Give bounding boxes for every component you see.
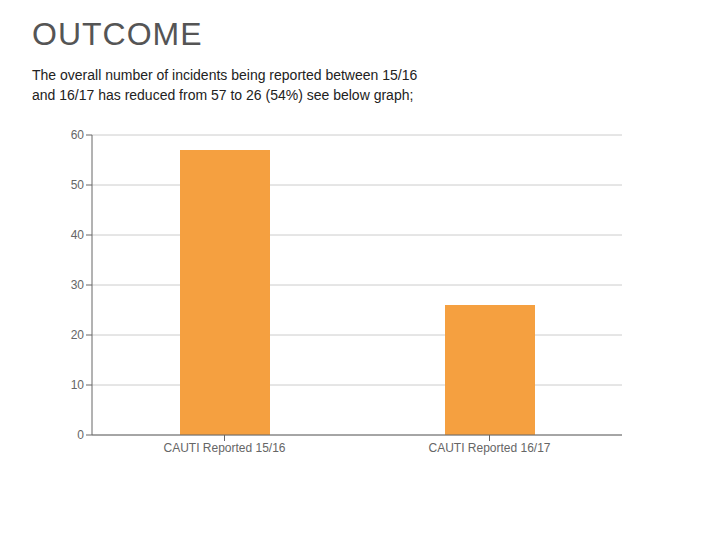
svg-text:0: 0 bbox=[77, 428, 84, 442]
svg-text:CAUTI Reported 15/16: CAUTI Reported 15/16 bbox=[163, 441, 285, 455]
svg-text:60: 60 bbox=[71, 128, 85, 142]
svg-text:CAUTI Reported 16/17: CAUTI Reported 16/17 bbox=[428, 441, 550, 455]
svg-text:30: 30 bbox=[71, 278, 85, 292]
html-text:The overall number of incident: The overall number of incidents being re… bbox=[32, 67, 418, 103]
html-text:OUTCOME: OUTCOME bbox=[32, 16, 203, 52]
svg-text:10: 10 bbox=[71, 378, 85, 392]
svg-text:20: 20 bbox=[71, 328, 85, 342]
svg-text:40: 40 bbox=[71, 228, 85, 242]
svg-text:50: 50 bbox=[71, 178, 85, 192]
